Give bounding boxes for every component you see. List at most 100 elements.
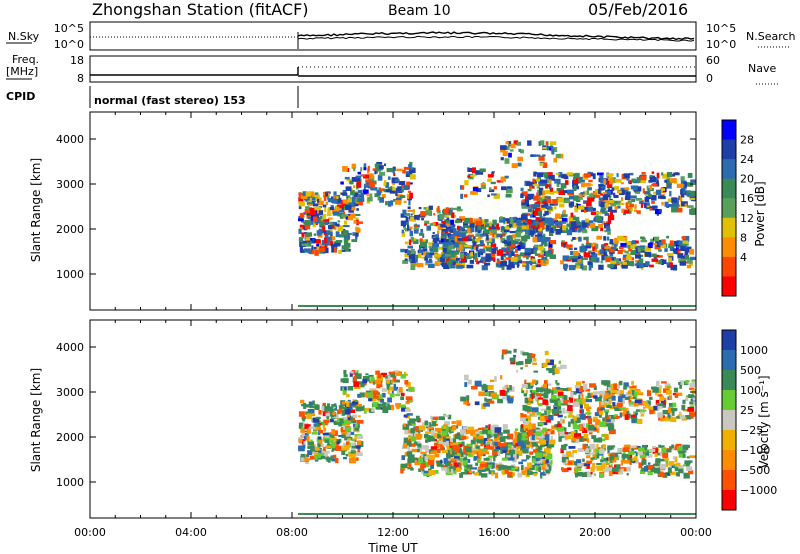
heatmap-cell — [518, 361, 524, 365]
heatmap-cell — [549, 203, 555, 206]
heatmap-cell — [460, 396, 467, 402]
heatmap-cell — [626, 177, 630, 181]
heatmap-cell — [327, 441, 330, 446]
heatmap-cell — [301, 431, 308, 437]
heatmap-cell — [459, 232, 466, 238]
heatmap-cell — [573, 237, 579, 240]
heatmap-cell — [356, 227, 361, 233]
heatmap-cell — [674, 464, 677, 470]
heatmap-cell — [338, 423, 343, 427]
heatmap-cell — [338, 434, 342, 437]
heatmap-cell — [403, 226, 406, 231]
heatmap-cell — [407, 443, 412, 447]
heatmap-cell — [619, 189, 625, 196]
heatmap-cell — [342, 199, 349, 204]
heatmap-cell — [592, 242, 597, 245]
heatmap-cell — [684, 460, 691, 465]
heatmap-cell — [489, 221, 492, 226]
heatmap-cell — [359, 178, 362, 183]
heatmap-cell — [662, 404, 667, 408]
heatmap-cell — [404, 258, 408, 261]
heatmap-cell — [604, 213, 610, 216]
heatmap-cell — [682, 240, 689, 244]
heatmap-cell — [618, 390, 625, 396]
heatmap-cell — [533, 473, 537, 477]
heatmap-cell — [622, 254, 629, 259]
heatmap-cell — [461, 441, 465, 447]
heatmap-cell — [686, 466, 693, 472]
heatmap-cell — [319, 449, 325, 453]
heatmap-cell — [515, 442, 519, 447]
heatmap-cell — [421, 250, 424, 254]
heatmap-cell — [588, 447, 592, 453]
heatmap-cell — [574, 384, 581, 389]
heatmap-cell — [458, 448, 463, 454]
heatmap-cell — [623, 245, 627, 248]
heatmap-cell — [304, 232, 308, 235]
heatmap-cell — [445, 249, 452, 255]
heatmap-cell — [490, 251, 496, 257]
heatmap-cell — [453, 456, 460, 459]
heatmap-cell — [348, 208, 354, 213]
heatmap-cell — [585, 388, 591, 392]
heatmap-cell — [387, 200, 392, 207]
heatmap-cell — [628, 180, 631, 184]
heatmap-cell — [404, 213, 410, 217]
heatmap-cell — [606, 405, 612, 409]
heatmap-cell — [648, 254, 652, 258]
heatmap-cell — [589, 452, 596, 455]
heatmap-cell — [311, 245, 314, 250]
heatmap-cell — [487, 174, 494, 178]
heatmap-cell — [362, 189, 369, 195]
heatmap-cell — [526, 263, 530, 269]
heatmap-cell — [600, 407, 605, 411]
heatmap-cell — [415, 258, 418, 263]
heatmap-cell — [333, 191, 337, 198]
heatmap-cell — [318, 429, 323, 434]
heatmap-cell — [462, 236, 469, 242]
heatmap-cell — [478, 469, 482, 476]
heatmap-cell — [543, 259, 547, 264]
heatmap-cell — [406, 451, 413, 456]
heatmap-cell — [524, 466, 531, 472]
colorbar-swatch — [722, 430, 736, 451]
heatmap-cell — [497, 262, 502, 268]
heatmap-cell — [510, 143, 516, 149]
colorbar-tick-label: −1000 — [740, 484, 777, 497]
heatmap-cell — [476, 170, 484, 175]
heatmap-cell — [614, 244, 617, 248]
heatmap-cell — [559, 430, 565, 437]
heatmap-cell — [440, 257, 445, 263]
heatmap-cell — [353, 192, 359, 198]
heatmap-cell — [483, 437, 488, 444]
heatmap-cell — [335, 240, 343, 243]
heatmap-cell — [536, 210, 543, 216]
heatmap-cell — [363, 174, 370, 179]
heatmap-cell — [332, 430, 338, 437]
heatmap-cell — [454, 434, 461, 440]
heatmap-cell — [661, 447, 667, 453]
heatmap-cell — [517, 472, 522, 478]
heatmap-cell — [463, 221, 469, 227]
colorbar-swatch — [722, 159, 736, 180]
heatmap-cell — [490, 426, 497, 430]
heatmap-cell — [574, 172, 580, 179]
heatmap-cell — [445, 207, 449, 212]
heatmap-cell — [318, 450, 322, 454]
heatmap-cell — [312, 238, 315, 243]
heatmap-cell — [307, 450, 313, 456]
heatmap-cell — [341, 207, 344, 210]
heatmap-cell — [347, 215, 353, 221]
heatmap-cell — [366, 193, 369, 197]
heatmap-cell — [386, 167, 393, 173]
heatmap-cell — [327, 457, 331, 463]
heatmap-cell — [467, 426, 475, 433]
heatmap-cell — [505, 141, 509, 145]
heatmap-cell — [481, 226, 487, 230]
heatmap-cell — [553, 405, 558, 411]
heatmap-cell — [666, 183, 672, 189]
heatmap-cell — [536, 186, 541, 189]
heatmap-cell — [539, 415, 546, 422]
heatmap-cell — [329, 221, 333, 228]
heatmap-cell — [307, 408, 315, 414]
